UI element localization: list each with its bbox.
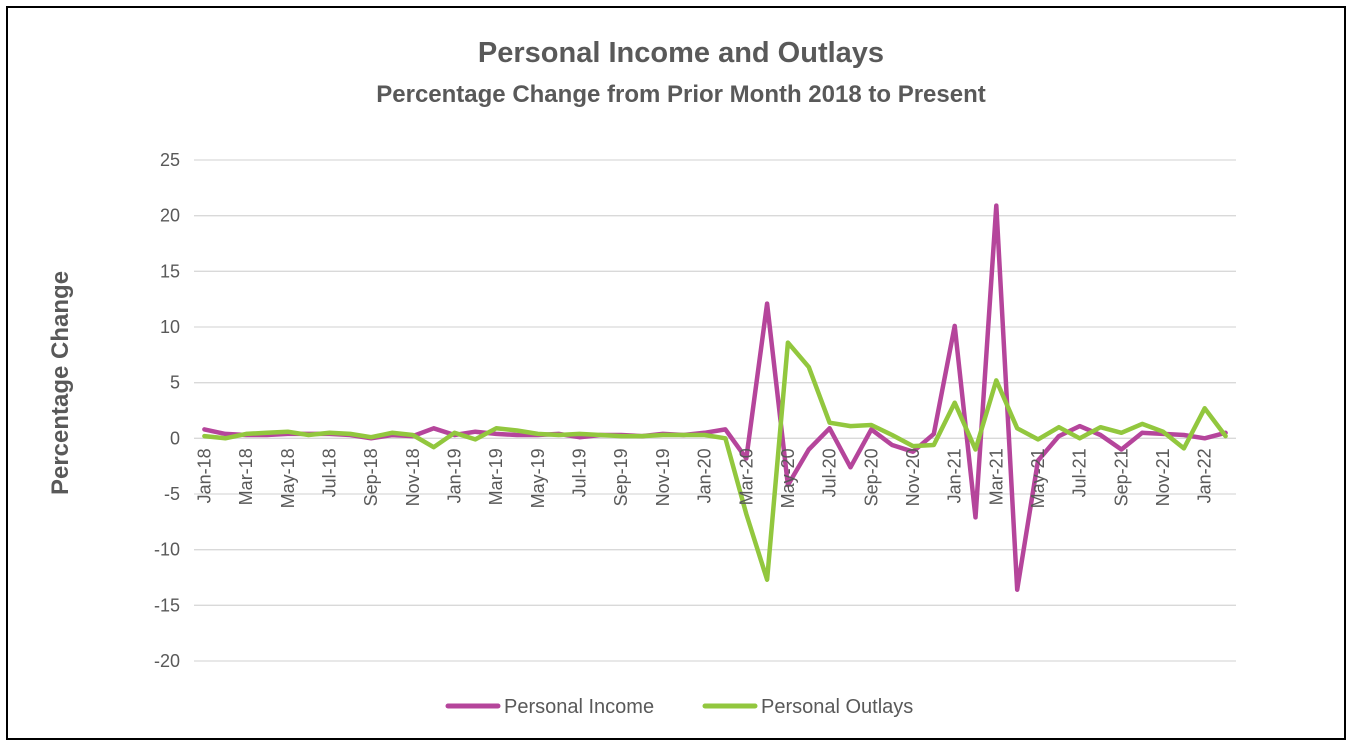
x-tick-label: Mar-19 [486, 448, 506, 505]
x-tick-label: Sep-21 [1111, 448, 1131, 506]
legend: Personal Income Personal Outlays [445, 696, 913, 718]
x-tick-label: Sep-20 [861, 448, 881, 506]
x-tick-label: Jul-19 [570, 448, 590, 497]
x-tick-label: Sep-18 [361, 448, 381, 506]
y-tick-label: -5 [164, 484, 180, 504]
x-tick-label: Jan-18 [194, 448, 214, 503]
x-tick-label: May-19 [528, 448, 548, 508]
y-axis-ticks: 25 20 15 10 5 0 -5 -10 -15 -20 [154, 150, 180, 671]
legend-label: Personal Outlays [761, 696, 913, 718]
x-tick-label: Nov-18 [403, 448, 423, 506]
x-tick-label: Jan-21 [945, 448, 965, 503]
legend-item: Personal Outlays [702, 696, 913, 718]
x-tick-label: Jan-22 [1195, 448, 1215, 503]
chart-subtitle: Percentage Change from Prior Month 2018 … [376, 81, 985, 108]
y-tick-label: -15 [154, 595, 180, 615]
line-chart: Personal Income and Outlays Percentage C… [47, 37, 1236, 718]
x-tick-label: Nov-19 [653, 448, 673, 506]
y-tick-label: 15 [160, 261, 180, 281]
y-tick-label: 20 [160, 206, 180, 226]
chart-frame: Personal Income and Outlays Percentage C… [6, 6, 1346, 740]
x-tick-label: Jul-18 [320, 448, 340, 497]
x-tick-label: Mar-21 [986, 448, 1006, 505]
y-tick-label: 10 [160, 317, 180, 337]
y-tick-label: 25 [160, 150, 180, 170]
series-line-personal-outlays [202, 340, 1228, 582]
x-tick-label: Mar-20 [736, 448, 756, 505]
y-tick-label: -20 [154, 651, 180, 671]
y-tick-label: -10 [154, 540, 180, 560]
x-tick-label: Sep-19 [611, 448, 631, 506]
x-tick-label: Jul-21 [1070, 448, 1090, 497]
y-tick-label: 5 [170, 373, 180, 393]
y-tick-label: 0 [170, 428, 180, 448]
x-tick-label: May-18 [278, 448, 298, 508]
gridlines [194, 159, 1236, 662]
legend-item: Personal Income [445, 696, 654, 718]
x-tick-label: Jan-19 [445, 448, 465, 503]
y-axis-label: Percentage Change [47, 271, 74, 495]
x-tick-label: May-20 [778, 448, 798, 508]
x-axis-ticks: Jan-18 Mar-18 May-18 Jul-18 Sep-18 Nov-18 Jan-… [194, 448, 1214, 508]
x-tick-label: Jan-20 [695, 448, 715, 503]
x-tick-label: May-21 [1028, 448, 1048, 508]
x-tick-label: Nov-20 [903, 448, 923, 506]
x-tick-label: Nov-21 [1153, 448, 1173, 506]
series-lines [202, 203, 1228, 592]
series-line-personal-income [202, 203, 1228, 592]
x-tick-label: Mar-18 [236, 448, 256, 505]
legend-label: Personal Income [504, 696, 654, 718]
chart-title: Personal Income and Outlays [478, 37, 884, 69]
x-tick-label: Jul-20 [820, 448, 840, 497]
